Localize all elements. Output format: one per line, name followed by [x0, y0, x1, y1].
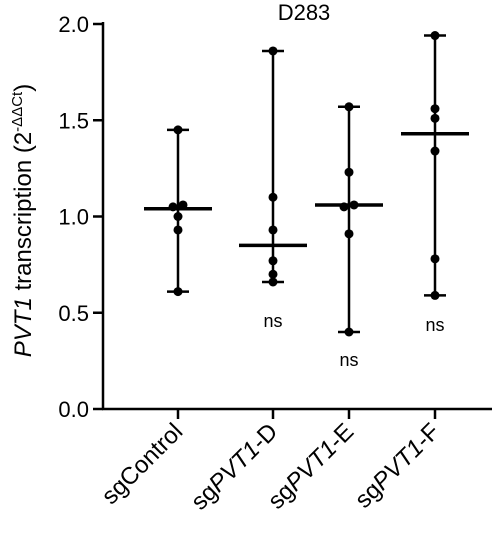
data-point [173, 225, 183, 235]
data-point [344, 327, 354, 337]
data-point [178, 200, 188, 210]
y-axis-label: PVT1 transcription (2-ΔΔCt) [9, 84, 37, 357]
group-1 [144, 125, 212, 297]
group-3: ns [315, 102, 383, 370]
data-point [349, 200, 359, 210]
y-label-text: transcription (2 [10, 132, 37, 297]
y-tick-label: 0.0 [58, 397, 89, 422]
data-point [344, 167, 354, 177]
y-tick-label: 0.5 [58, 301, 89, 326]
y-label-close: ) [10, 84, 37, 92]
data-point [430, 113, 440, 123]
data-point [430, 146, 440, 156]
significance-label: ns [425, 315, 444, 335]
data-point [268, 46, 278, 56]
data-point [430, 254, 440, 264]
data-point [344, 102, 354, 112]
data-point [168, 202, 178, 212]
svg-text:PVT1 transcription (2-ΔΔCt): PVT1 transcription (2-ΔΔCt) [9, 84, 37, 357]
data-point [430, 31, 440, 41]
y-tick-label: 1.0 [58, 205, 89, 230]
x-tick-label: sgPVT1-F [350, 418, 445, 513]
data-point [268, 225, 278, 235]
significance-label: ns [339, 350, 358, 370]
data-groups: ns ns ns [144, 31, 469, 370]
x-tick-label: sgControl [97, 418, 189, 510]
data-point [430, 290, 440, 300]
data-point [268, 277, 278, 287]
y-tick-label: 2.0 [58, 12, 89, 37]
significance-label: ns [263, 311, 282, 331]
data-point [430, 104, 440, 114]
data-point [268, 256, 278, 266]
y-axis: 0.0 0.5 1.0 1.5 2.0 [58, 12, 105, 422]
chart-title: D283 [278, 0, 331, 25]
data-point [173, 125, 183, 135]
data-point [173, 287, 183, 297]
data-point [268, 269, 278, 279]
data-point [339, 202, 349, 212]
y-tick-label: 1.5 [58, 108, 89, 133]
group-2: ns [239, 46, 307, 331]
y-label-italic: PVT1 [10, 297, 37, 357]
y-label-superscript: -ΔΔCt [9, 91, 26, 132]
data-point [344, 229, 354, 239]
group-4: ns [401, 31, 469, 335]
data-point [268, 192, 278, 202]
data-point [173, 212, 183, 221]
